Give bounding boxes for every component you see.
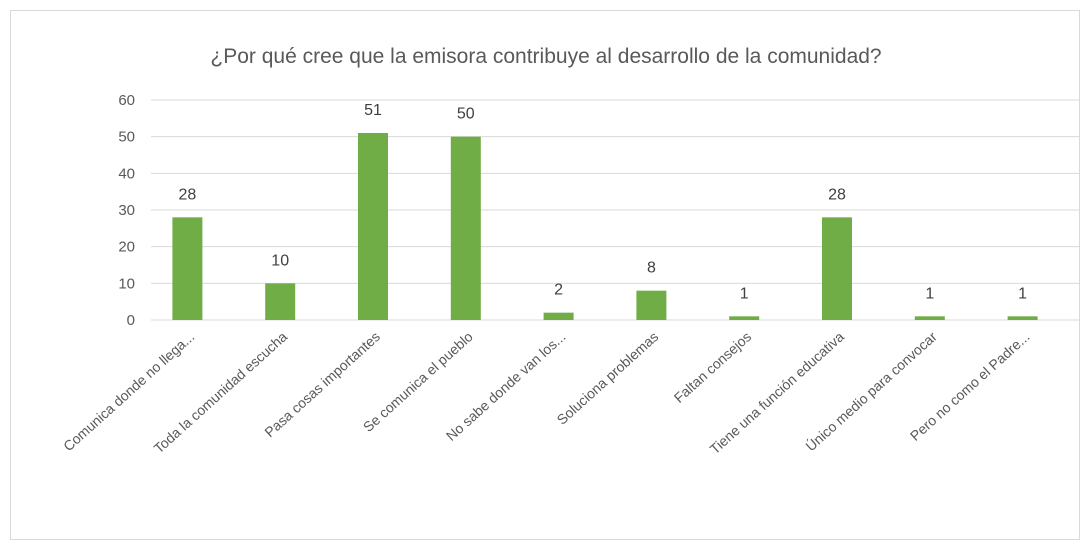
bars (172, 133, 1038, 320)
y-tick-label: 40 (118, 165, 135, 182)
bar (914, 316, 945, 320)
data-label: 28 (828, 186, 846, 203)
bar (1007, 316, 1038, 320)
bar (822, 217, 852, 320)
category-label: Soluciona problemas (554, 328, 662, 427)
data-label: 8 (647, 260, 656, 277)
data-label: 51 (364, 102, 382, 119)
chart-title: ¿Por qué cree que la emisora contribuye … (210, 45, 881, 68)
data-label: 2 (554, 282, 563, 299)
category-labels: Comunica donde no llega...Toda la comuni… (60, 328, 1033, 457)
category-label: Faltan consejos (671, 328, 755, 406)
bar (265, 283, 296, 320)
y-tick-label: 30 (118, 202, 135, 219)
bar (543, 312, 574, 320)
data-label: 1 (925, 285, 934, 302)
chart-frame: ¿Por qué cree que la emisora contribuye … (10, 10, 1080, 540)
y-tick-label: 60 (118, 92, 135, 109)
bar (172, 217, 203, 320)
bar (636, 290, 667, 320)
data-label: 28 (179, 186, 197, 203)
data-label: 1 (740, 285, 749, 302)
y-tick-label: 20 (118, 239, 135, 256)
bar (729, 316, 760, 320)
data-label: 10 (271, 252, 289, 269)
y-tick-label: 0 (127, 312, 135, 329)
bar-chart: ¿Por qué cree que la emisora contribuye … (60, 45, 1079, 457)
y-tick-label: 10 (118, 275, 135, 292)
data-label: 50 (457, 106, 475, 123)
y-tick-label: 50 (118, 129, 135, 146)
y-axis-ticks: 0 10 20 30 40 50 60 (118, 92, 135, 329)
bar (358, 133, 388, 320)
bar (450, 136, 481, 320)
data-label: 1 (1018, 285, 1027, 302)
gridlines (151, 99, 1079, 321)
